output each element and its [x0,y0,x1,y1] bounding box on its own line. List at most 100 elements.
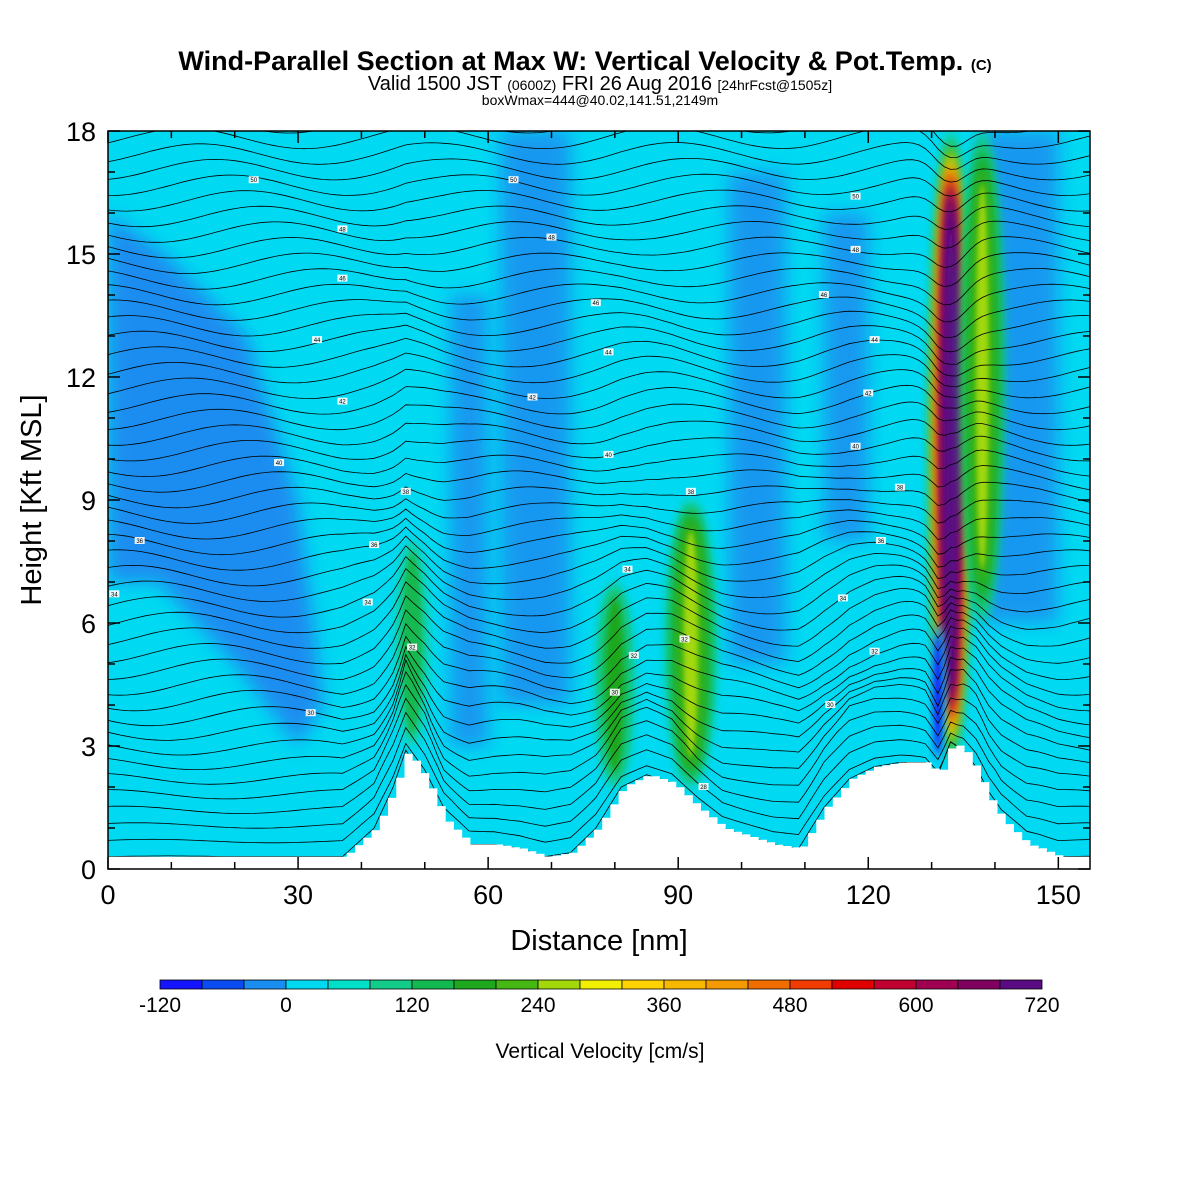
colorbar-swatch [411,979,455,990]
velocity-feature [595,582,634,787]
theta-contour [108,189,1090,213]
svg-text:40: 40 [276,461,283,467]
contour-label: 42 [337,397,348,406]
colorbar-swatch [957,979,1001,990]
svg-text:48: 48 [339,227,346,233]
contour-label: 44 [603,348,614,356]
colorbar-swatch [999,979,1043,990]
colorbar-tick-label: -120 [139,994,181,1017]
theta-contour [108,324,1090,365]
svg-text:34: 34 [111,592,118,598]
x-tick-label: 60 [473,880,503,910]
contour-label: 40 [274,459,285,467]
theta-contour [108,401,1090,431]
theta-contour [108,296,1090,339]
x-tick-label: 30 [283,880,313,910]
contour-label: 50 [508,176,519,184]
theta-contour [108,220,1090,249]
contour-label: 34 [362,598,373,607]
colorbar-swatch [243,979,287,990]
contour-label: 42 [863,389,874,397]
y-tick-label: 18 [66,117,96,147]
velocity-contour-fill [935,637,941,753]
colorbar-swatch [915,979,959,990]
contour-label: 38 [894,483,905,492]
colorbar-swatch [747,979,791,990]
contour-label: 38 [400,487,411,496]
contour-label: 34 [837,594,848,602]
subsidence-region [108,213,324,746]
svg-text:46: 46 [592,301,599,307]
theta-contour [108,635,1090,712]
y-tick-label: 6 [81,609,96,639]
svg-text:32: 32 [871,650,878,656]
chart-box-info: boxWmax=444@40.02,141.51,2149m [482,92,718,108]
svg-text:36: 36 [136,539,143,545]
contour-label: 30 [609,688,620,697]
colorbar-swatch [705,979,749,990]
contour-label: 32 [628,651,639,660]
svg-text:44: 44 [605,350,612,356]
svg-text:34: 34 [364,601,371,607]
y-tick-label: 0 [81,855,96,885]
theta-contour [108,697,1090,800]
x-tick-label: 90 [663,880,693,910]
colorbar-tick-label: 480 [772,994,807,1017]
theta-contour [108,384,1090,415]
contour-label: 36 [875,537,886,545]
theta-contour [108,158,1090,183]
x-tick-label: 150 [1036,880,1081,910]
theta-contour [108,481,1090,509]
theta-contour [108,267,1090,306]
theta-contour [108,435,1090,462]
contour-label: 44 [869,336,880,344]
contour-label: 50 [850,192,861,201]
contour-label: 50 [248,176,259,184]
theta-contour [108,741,1090,844]
contour-label: 36 [369,541,380,549]
theta-contour [108,449,1090,478]
contour-label: 40 [850,442,861,451]
colorbar-title: Vertical Velocity [cm/s] [496,1040,705,1063]
contour-label: 32 [407,643,418,652]
theta-contour [108,653,1090,741]
theta-contour [108,310,1090,353]
velocity-contour-fill [606,599,623,770]
svg-text:38: 38 [688,490,695,496]
theta-contour [108,508,1090,540]
theta-contour [108,711,1090,815]
svg-text:40: 40 [605,453,612,459]
svg-text:32: 32 [681,637,688,643]
theta-contour [108,282,1090,323]
svg-text:40: 40 [852,445,859,451]
y-axis-label: Height [Kft MSL] [16,394,48,605]
svg-text:34: 34 [840,596,847,602]
colorbar-swatch [495,979,539,990]
velocity-contour-fill [976,184,989,570]
y-tick-label: 15 [66,240,96,270]
contour-label: 32 [869,647,880,656]
svg-text:44: 44 [314,338,321,344]
potential-temperature-contours [108,131,1090,858]
contour-label: 30 [825,701,836,709]
colorbar-swatch [201,979,245,990]
contour-label: 34 [109,590,120,598]
theta-contour [108,337,1090,377]
colorbar-tick-label: 720 [1024,994,1059,1017]
colorbar-tick-label: 360 [646,994,681,1017]
contour-label: 46 [590,299,601,307]
colorbar-tick-label: 0 [280,994,292,1017]
y-tick-label: 12 [66,363,96,393]
terrain-profile [108,745,1090,869]
colorbar-swatch [159,979,203,990]
theta-contour [108,645,1090,727]
theta-contour [108,131,1090,159]
theta-contour [108,419,1090,446]
svg-text:42: 42 [339,400,346,406]
contour-label: 38 [685,487,696,496]
theta-contour [108,726,1090,829]
colorbar-swatch [663,979,707,990]
velocity-feature [396,541,428,746]
contour-label: 46 [818,291,829,299]
